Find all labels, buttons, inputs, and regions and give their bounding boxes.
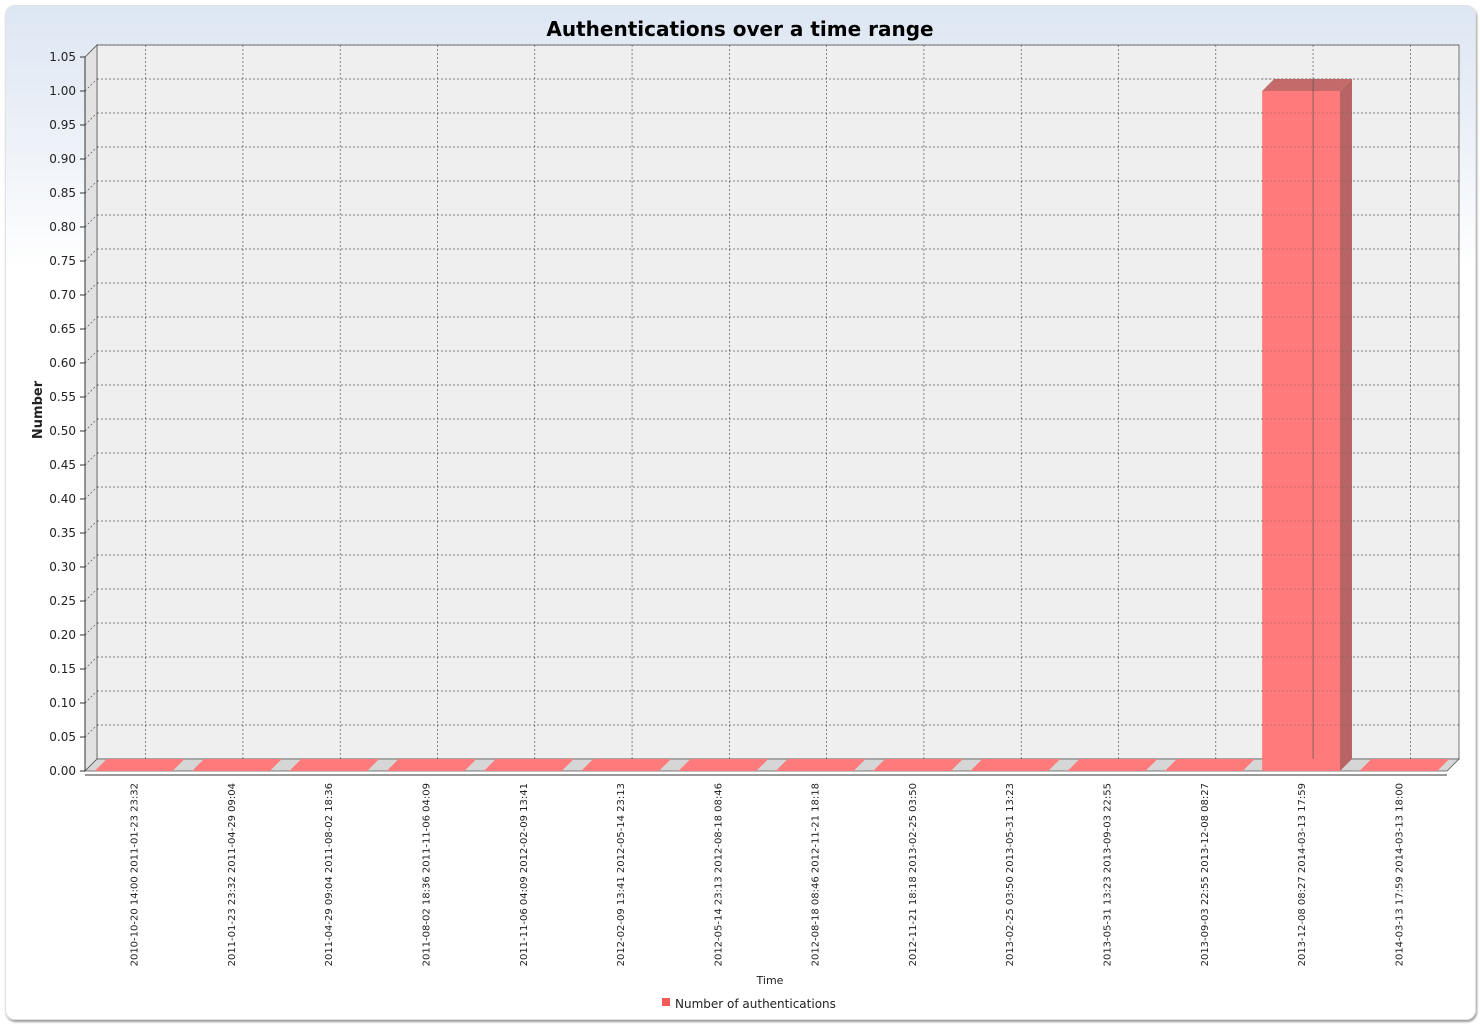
y-gridline-side — [84, 248, 98, 262]
y-gridline-side — [84, 418, 98, 432]
y-tick-label: 0.90 — [49, 152, 76, 166]
x-tick-label: 2013-02-25 03:50 2013-05-31 13:23 — [1005, 783, 1016, 966]
y-gridline-side — [84, 112, 98, 126]
y-axis-title: Number — [31, 380, 46, 439]
bar — [581, 759, 671, 771]
bar — [483, 759, 574, 771]
y-tick-label: 0.35 — [49, 526, 76, 540]
x-tick-label: 2013-09-03 22:55 2013-12-08 08:27 — [1200, 783, 1211, 966]
y-gridline-side — [84, 316, 98, 330]
bar — [386, 759, 477, 771]
y-gridline-side — [84, 690, 98, 704]
bars-group — [94, 79, 1450, 771]
bar — [678, 759, 769, 771]
y-tick-label: 0.40 — [49, 492, 76, 506]
plot-back-wall — [96, 44, 1460, 760]
bar — [289, 759, 380, 771]
y-tick-label: 0.05 — [49, 730, 76, 744]
x-tick-label: 2012-05-14 23:13 2012-08-18 08:46 — [713, 783, 724, 966]
y-gridline-side — [84, 486, 98, 500]
y-gridline-side — [84, 588, 98, 602]
bar-side — [1339, 79, 1352, 771]
y-gridline-side — [84, 724, 98, 738]
x-tick-label: 2011-04-29 09:04 2011-08-02 18:36 — [324, 783, 335, 966]
bar — [970, 759, 1061, 771]
y-tick-label: 0.85 — [49, 186, 76, 200]
y-tick-label: 0.75 — [49, 254, 76, 268]
plot-area: 0.00 0.05 0.10 0.15 0.20 0.25 0.30 0.35 0.40 0.45… — [49, 44, 1460, 966]
chart-title: Authentications over a time range — [546, 17, 933, 41]
y-gridline-side — [84, 350, 98, 364]
x-grid-group — [145, 45, 1411, 759]
bar — [1067, 759, 1158, 771]
y-tick-label: 0.20 — [49, 628, 76, 642]
bar — [1359, 759, 1450, 771]
y-tick-label: 0.15 — [49, 662, 76, 676]
y-gridline-side — [84, 554, 98, 568]
bar — [873, 759, 963, 771]
bar — [94, 759, 185, 771]
x-axis-title: Time — [756, 974, 784, 987]
legend-swatch — [662, 998, 670, 1006]
x-tick-label: 2012-02-09 13:41 2012-05-14 23:13 — [616, 783, 627, 966]
y-tick-label: 0.45 — [49, 458, 76, 472]
y-tick-label: 1.05 — [49, 50, 76, 64]
y-gridline-side — [84, 44, 98, 58]
y-gridline-side — [84, 146, 98, 160]
y-tick-label: 0.55 — [49, 390, 76, 404]
bar — [192, 759, 282, 771]
y-gridline-side — [84, 384, 98, 398]
x-tick-label: 2013-05-31 13:23 2013-09-03 22:55 — [1103, 783, 1114, 966]
y-gridline-side — [84, 622, 98, 636]
y-gridline-side — [84, 452, 98, 466]
y-tick-label: 0.80 — [49, 220, 76, 234]
y-tick-label: 0.50 — [49, 424, 76, 438]
legend-label: Number of authentications — [675, 997, 836, 1011]
y-tick-label: 0.25 — [49, 594, 76, 608]
y-gridline-side — [84, 180, 98, 194]
bar-top — [1262, 79, 1352, 91]
y-tick-label: 0.30 — [49, 560, 76, 574]
y-tick-label: 0.95 — [49, 118, 76, 132]
x-tick-label: 2010-10-20 14:00 2011-01-23 23:32 — [130, 783, 141, 966]
y-tick-label: 0.10 — [49, 696, 76, 710]
y-tick-label: 0.70 — [49, 288, 76, 302]
legend: Number of authentications — [662, 997, 836, 1011]
y-gridline-side — [84, 282, 98, 296]
y-tick-label: 0.65 — [49, 322, 76, 336]
y-tick-label: 0.00 — [49, 764, 76, 778]
y-tick-label: 1.00 — [49, 84, 76, 98]
plot-side-wall — [84, 44, 98, 772]
x-tick-label: 2011-11-06 04:09 2012-02-09 13:41 — [519, 783, 530, 966]
x-tick-label: 2012-11-21 18:18 2013-02-25 03:50 — [908, 783, 919, 966]
y-gridline-side — [84, 214, 98, 228]
bar — [775, 759, 866, 771]
y-gridline-side — [84, 520, 98, 534]
y-gridline-side — [84, 656, 98, 670]
bar — [1164, 759, 1255, 771]
x-tick-label: 2012-08-18 08:46 2012-11-21 18:18 — [811, 783, 822, 966]
y-tick-label: 0.60 — [49, 356, 76, 370]
x-tick-label: 2011-08-02 18:36 2011-11-06 04:09 — [422, 783, 433, 966]
bar — [1262, 91, 1340, 771]
x-tick-label: 2013-12-08 08:27 2014-03-13 17:59 — [1297, 783, 1308, 966]
y-gridline-side — [84, 78, 98, 92]
x-tick-label: 2014-03-13 17:59 2014-03-13 18:00 — [1394, 783, 1405, 966]
x-tick-label: 2011-01-23 23:32 2011-04-29 09:04 — [227, 783, 238, 966]
